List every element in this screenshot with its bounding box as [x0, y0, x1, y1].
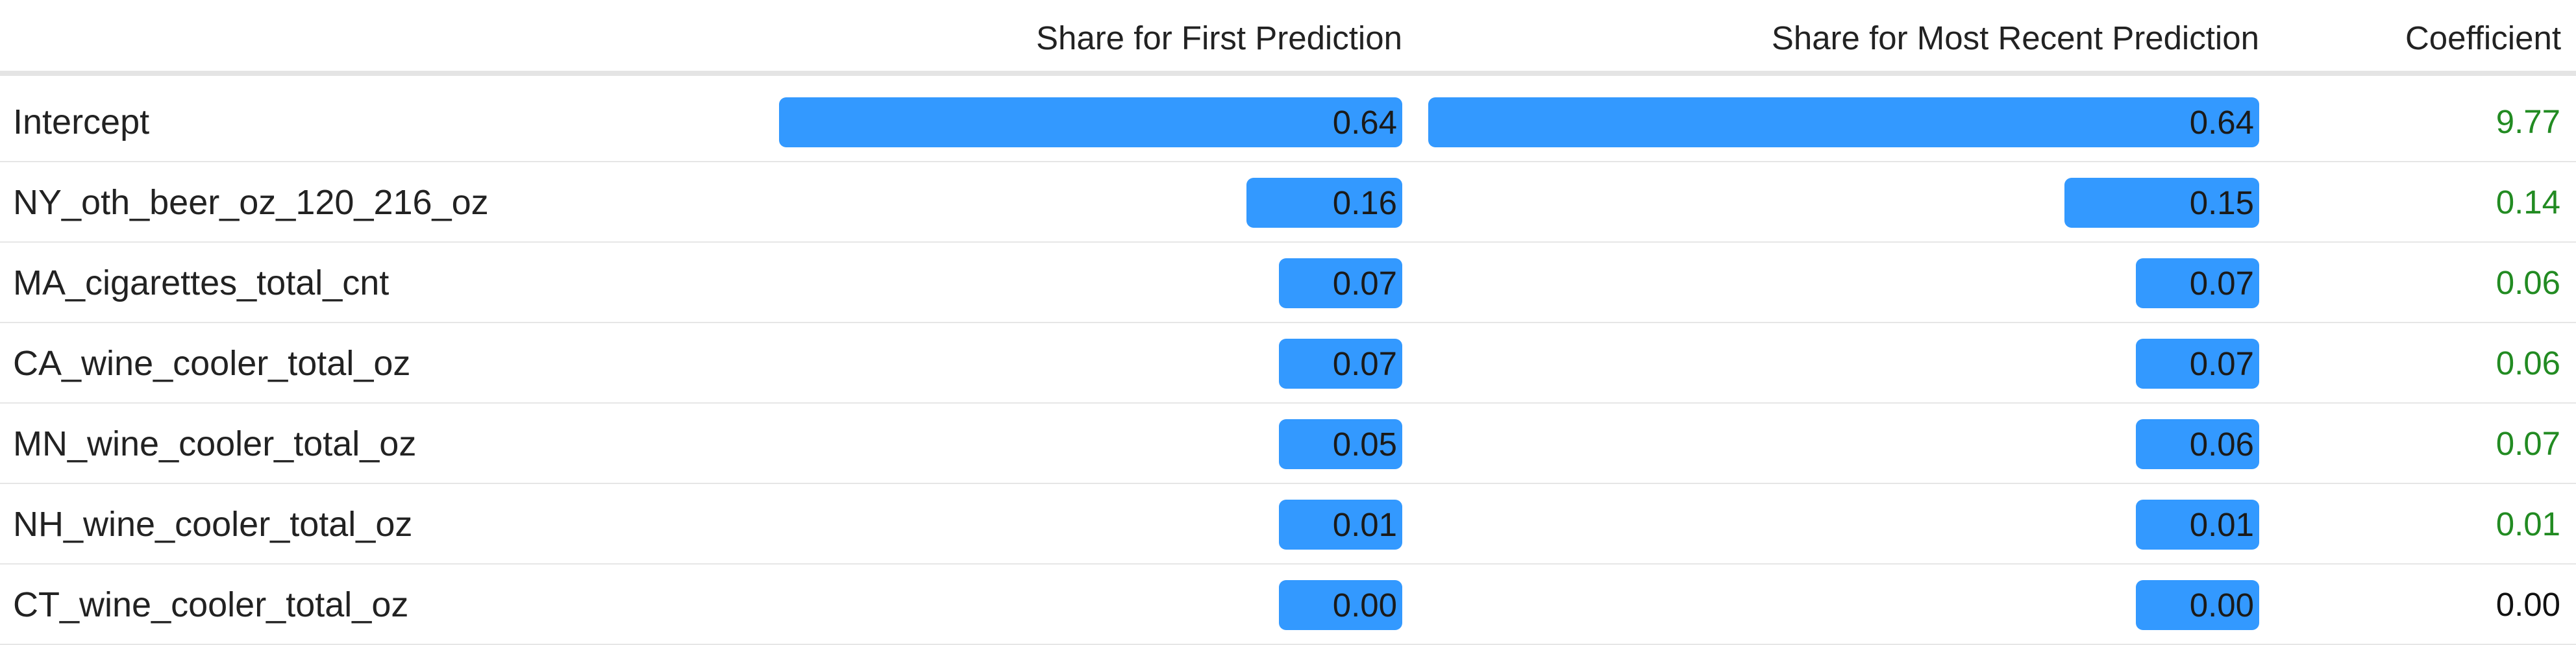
recent-share-bar-label: 0.15: [2189, 184, 2254, 221]
recent-share-bar: 0.64: [1428, 97, 2259, 147]
coefficient-value: 0.06: [2496, 264, 2560, 301]
recent-share-bar: 0.06: [2136, 419, 2259, 469]
table-row: MN_wine_cooler_total_oz 0.05 0.06 0.07: [0, 404, 2576, 484]
first-share-bar-label: 0.07: [1332, 345, 1397, 382]
recent-share-bar: 0.07: [2136, 258, 2259, 308]
feature-name: MN_wine_cooler_total_oz: [13, 424, 417, 463]
coefficient-value: 0.01: [2496, 505, 2560, 542]
first-share-bar: 0.05: [1279, 419, 1402, 469]
table-row: Intercept 0.64 0.64 9.77: [0, 82, 2576, 162]
feature-name: NY_oth_beer_oz_120_216_oz: [13, 183, 489, 222]
table-row: CT_wine_cooler_total_oz 0.00 0.00 0.00: [0, 565, 2576, 645]
first-share-bar-label: 0.64: [1332, 104, 1397, 141]
coefficient-value: 0.06: [2496, 345, 2560, 382]
feature-name: MA_cigarettes_total_cnt: [13, 263, 390, 302]
header-recent-share[interactable]: Share for Most Recent Prediction: [1771, 19, 2259, 56]
coefficient-value: 0.14: [2496, 184, 2560, 221]
table-row: CA_wine_cooler_total_oz 0.07 0.07 0.06: [0, 323, 2576, 404]
header-coefficient[interactable]: Coefficient: [2405, 19, 2561, 56]
recent-share-bar-label: 0.06: [2189, 426, 2254, 463]
table-header: Share for First Prediction Share for Mos…: [0, 0, 2576, 76]
first-share-bar-label: 0.16: [1332, 184, 1397, 221]
header-first-share[interactable]: Share for First Prediction: [1035, 19, 1402, 56]
recent-share-bar-label: 0.01: [2189, 506, 2254, 543]
table-row: NH_wine_cooler_total_oz 0.01 0.01 0.01: [0, 484, 2576, 565]
feature-name: CT_wine_cooler_total_oz: [13, 585, 409, 624]
first-share-bar: 0.07: [1279, 339, 1402, 389]
recent-share-bar: 0.15: [2064, 178, 2259, 228]
recent-share-bar-label: 0.07: [2189, 345, 2254, 382]
table-row: MA_cigarettes_total_cnt 0.07 0.07 0.06: [0, 243, 2576, 323]
first-share-bar: 0.64: [779, 97, 1402, 147]
first-share-bar: 0.01: [1279, 500, 1402, 550]
first-share-bar-label: 0.05: [1332, 426, 1397, 463]
first-share-bar: 0.16: [1246, 178, 1402, 228]
recent-share-bar-label: 0.64: [2189, 104, 2254, 141]
first-share-bar-label: 0.07: [1332, 265, 1397, 302]
feature-name: Intercept: [13, 103, 150, 141]
feature-name: CA_wine_cooler_total_oz: [13, 344, 411, 383]
coefficient-value: 0.07: [2496, 425, 2560, 462]
first-share-bar-label: 0.01: [1332, 506, 1397, 543]
recent-share-bar: 0.00: [2136, 580, 2259, 630]
first-share-bar: 0.07: [1279, 258, 1402, 308]
recent-share-bar: 0.01: [2136, 500, 2259, 550]
coefficient-value: 0.00: [2496, 586, 2560, 623]
table-row: NY_oth_beer_oz_120_216_oz 0.16 0.15 0.14: [0, 162, 2576, 243]
recent-share-bar: 0.07: [2136, 339, 2259, 389]
coefficient-value: 9.77: [2496, 103, 2560, 140]
feature-name: NH_wine_cooler_total_oz: [13, 505, 413, 544]
recent-share-bar-label: 0.00: [2189, 587, 2254, 624]
first-share-bar: 0.00: [1279, 580, 1402, 630]
recent-share-bar-label: 0.07: [2189, 265, 2254, 302]
first-share-bar-label: 0.00: [1332, 587, 1397, 624]
